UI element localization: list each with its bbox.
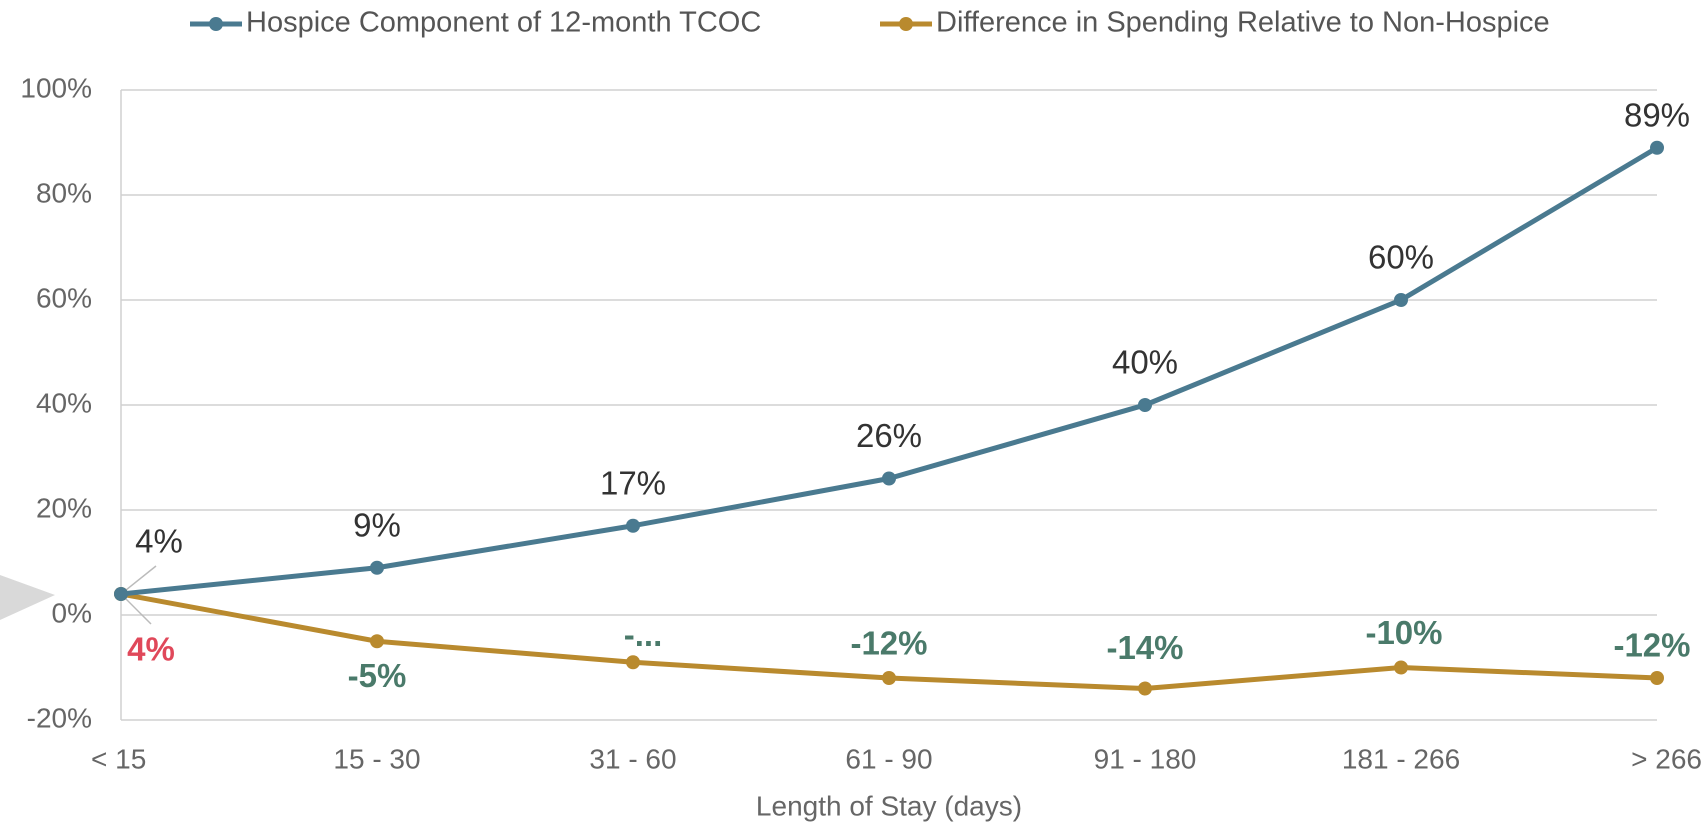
data-point	[1394, 293, 1408, 307]
data-point	[114, 587, 128, 601]
leader-line	[120, 593, 152, 625]
data-point	[1138, 681, 1152, 696]
y-tick-label: 60%	[36, 282, 92, 313]
data-label: -14%	[1106, 629, 1183, 666]
data-point	[1138, 398, 1152, 412]
y-tick-label: 80%	[36, 177, 92, 208]
data-label: 4%	[135, 523, 183, 560]
data-label: -12%	[1613, 627, 1690, 664]
series-line	[120, 145, 1659, 597]
data-point	[882, 471, 896, 486]
legend-marker	[899, 17, 913, 31]
data-label: -10%	[1365, 614, 1442, 651]
x-tick-label: 61 - 90	[845, 743, 932, 774]
data-label: -12%	[850, 625, 927, 662]
data-point	[882, 671, 896, 685]
legend-label: Difference in Spending Relative to Non-H…	[936, 7, 1550, 39]
data-label: 9%	[353, 506, 401, 543]
leader-line	[120, 565, 157, 595]
data-label: 26%	[856, 417, 922, 454]
legend-label: Hospice Component of 12-month TCOC	[246, 7, 761, 39]
data-point	[1650, 671, 1664, 685]
x-tick-label: 91 - 180	[1094, 743, 1197, 774]
data-label: 4%	[127, 631, 175, 668]
y-tick-label: 100%	[20, 72, 92, 103]
data-point	[370, 634, 384, 649]
x-tick-label: < 15	[91, 743, 146, 774]
data-label: -...	[624, 616, 663, 653]
data-label: 17%	[600, 464, 666, 501]
data-point	[1394, 660, 1408, 675]
data-label: 60%	[1368, 239, 1434, 276]
data-point	[626, 518, 640, 533]
y-tick-label: 0%	[52, 597, 92, 628]
x-axis-title: Length of Stay (days)	[756, 790, 1022, 821]
data-label: 89%	[1624, 96, 1690, 133]
legend-marker	[209, 17, 223, 31]
decor-arrow	[0, 575, 55, 620]
data-label: 40%	[1112, 344, 1178, 381]
data-point	[626, 655, 640, 670]
data-label: -5%	[348, 657, 407, 694]
x-tick-label: 31 - 60	[589, 743, 676, 774]
x-tick-label: 15 - 30	[333, 743, 420, 774]
x-tick-label: > 266	[1631, 743, 1702, 774]
y-tick-label: 40%	[36, 387, 92, 418]
data-point	[370, 560, 384, 575]
data-point	[1650, 140, 1664, 155]
y-tick-label: -20%	[27, 702, 92, 733]
x-tick-label: 181 - 266	[1342, 743, 1460, 774]
y-tick-label: 20%	[36, 492, 92, 523]
